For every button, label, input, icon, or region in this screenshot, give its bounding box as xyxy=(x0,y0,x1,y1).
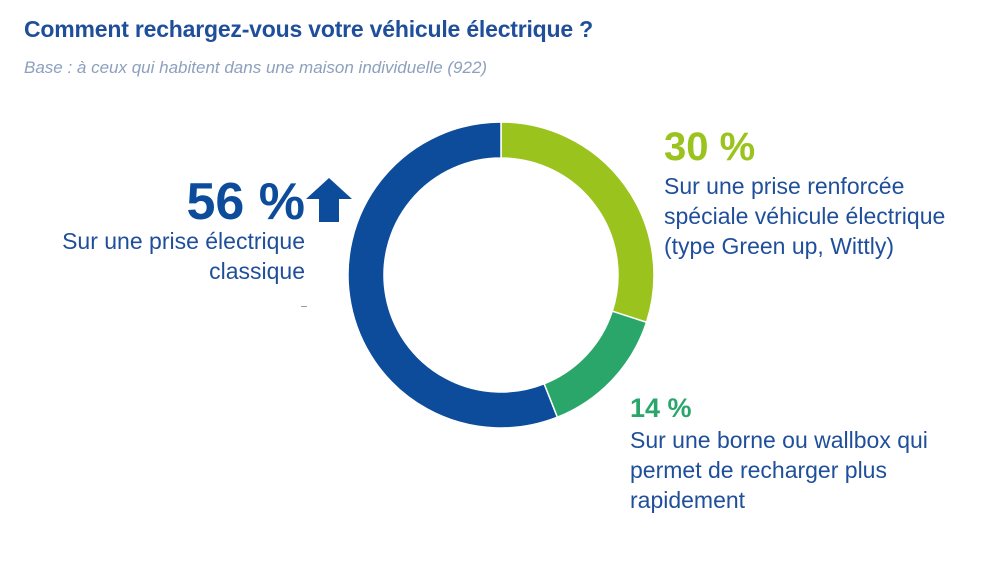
divider-mark xyxy=(301,306,307,307)
category-label-prise-renforcee: Sur une prise renforcée spéciale véhicul… xyxy=(664,173,946,259)
chart-title: Comment rechargez-vous votre véhicule él… xyxy=(24,16,594,42)
category-label-borne-wallbox: Sur une borne ou wallbox qui permet de r… xyxy=(630,427,928,513)
slice-prise-classique xyxy=(347,121,559,429)
category-label-prise-classique: Sur une prise électrique classique xyxy=(62,228,305,284)
value-label-prise-renforcee: 30 % xyxy=(664,125,756,169)
slice-prise-renforcee xyxy=(500,121,655,324)
value-label-prise-classique: 56 % xyxy=(186,173,305,231)
up-arrow-icon xyxy=(306,178,352,222)
chart-subtitle: Base : à ceux qui habitent dans une mais… xyxy=(24,58,488,77)
value-label-borne-wallbox: 14 % xyxy=(630,393,692,423)
